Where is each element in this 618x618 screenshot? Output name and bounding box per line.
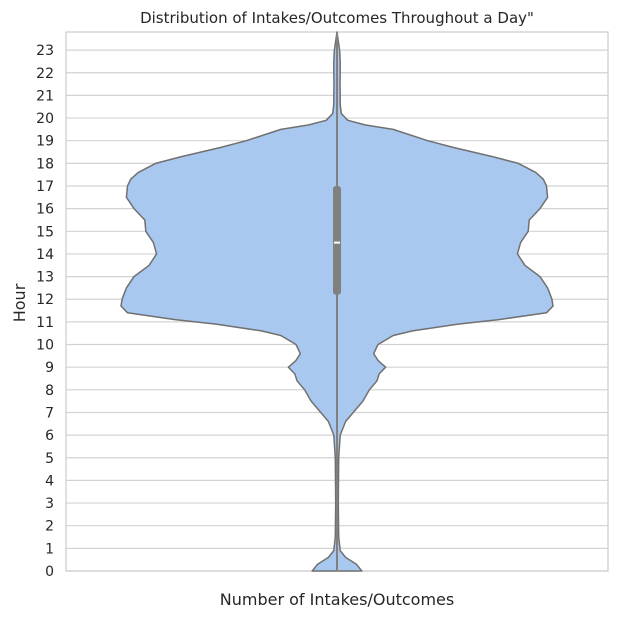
y-tick-label: 6	[45, 428, 54, 444]
y-tick-label: 3	[45, 496, 54, 512]
y-tick-label: 11	[36, 315, 54, 331]
y-tick-label: 15	[36, 224, 54, 240]
y-tick-label: 16	[36, 202, 54, 218]
y-tick-label: 18	[36, 156, 54, 172]
y-axis-label: Hour	[10, 283, 29, 322]
y-tick-label: 14	[36, 247, 54, 263]
y-tick-label: 9	[45, 360, 54, 376]
y-tick-label: 7	[45, 405, 54, 421]
y-tick-label: 22	[36, 66, 54, 82]
y-tick-label: 21	[36, 88, 54, 104]
y-tick-label: 12	[36, 292, 54, 308]
y-tick-label: 2	[45, 519, 54, 535]
y-tick-label: 5	[45, 451, 54, 467]
chart-title: Distribution of Intakes/Outcomes Through…	[140, 9, 534, 27]
y-tick-label: 19	[36, 134, 54, 150]
y-tick-label: 4	[45, 473, 54, 489]
y-tick-label: 0	[45, 564, 54, 580]
y-tick-label: 8	[45, 383, 54, 399]
y-tick-label: 20	[36, 111, 54, 127]
y-tick-label: 1	[45, 541, 54, 557]
y-tick-label: 13	[36, 270, 54, 286]
y-tick-label: 23	[36, 43, 54, 59]
y-tick-label: 10	[36, 338, 54, 354]
violin-series	[120, 31, 554, 572]
x-axis-label: Number of Intakes/Outcomes	[220, 590, 454, 609]
y-tick-label: 17	[36, 179, 54, 195]
violin-iqr-box	[333, 186, 341, 295]
